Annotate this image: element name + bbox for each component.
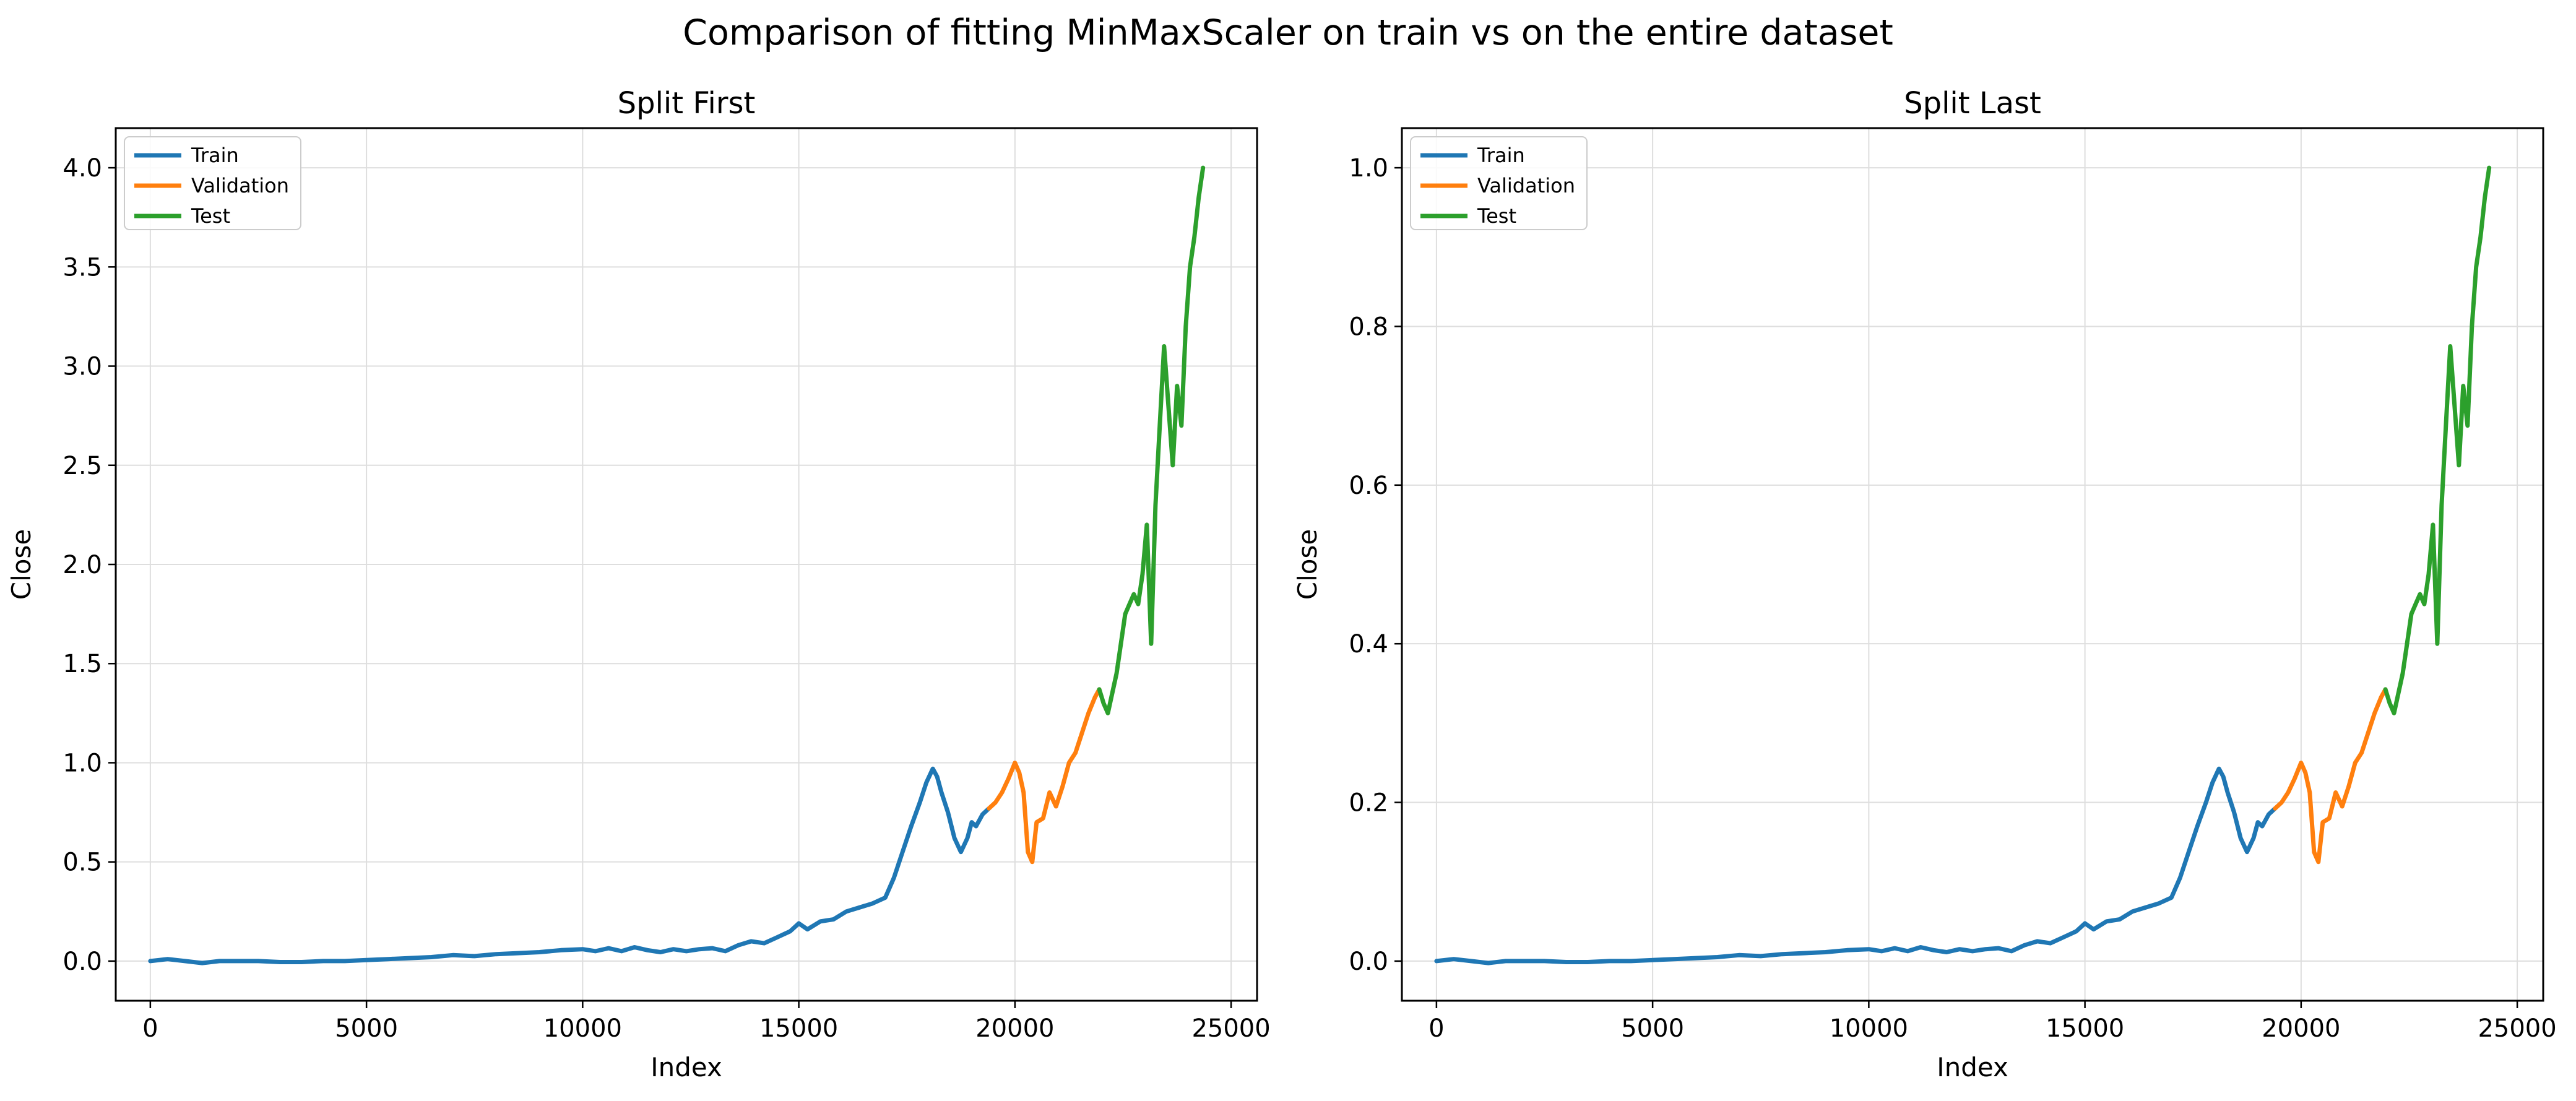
y-tick-label: 2.0 bbox=[63, 551, 102, 579]
y-axis-label: Close bbox=[6, 529, 37, 600]
series-line-validation bbox=[987, 687, 1102, 865]
x-tick-label: 25000 bbox=[2478, 1014, 2556, 1043]
y-tick-label: 2.5 bbox=[63, 452, 102, 480]
x-tick-label: 10000 bbox=[543, 1014, 622, 1043]
x-tick-label: 25000 bbox=[1191, 1014, 1270, 1043]
x-tick-label: 5000 bbox=[335, 1014, 398, 1043]
x-tick-label: 10000 bbox=[1830, 1014, 1908, 1043]
y-tick-label: 3.0 bbox=[63, 353, 102, 381]
x-tick-label: 20000 bbox=[975, 1014, 1054, 1043]
series-line-train bbox=[148, 766, 992, 965]
x-tick-label: 5000 bbox=[1621, 1014, 1684, 1043]
y-tick-label: 1.0 bbox=[63, 749, 102, 777]
x-axis-label: Index bbox=[1937, 1052, 2008, 1082]
legend-label-validation: Validation bbox=[191, 174, 289, 197]
y-tick-label: 0.0 bbox=[1349, 948, 1388, 976]
figure-suptitle: Comparison of fitting MinMaxScaler on tr… bbox=[683, 12, 1893, 53]
x-tick-label: 0 bbox=[142, 1014, 158, 1043]
series-line-test bbox=[1097, 165, 1206, 715]
y-tick-label: 3.5 bbox=[63, 253, 102, 282]
y-tick-label: 0.0 bbox=[63, 948, 102, 976]
subplot-split-first: 0 5000 10000 15000 20000 25000 0.0 0.5 1.0 1.5 2.0… bbox=[6, 86, 1271, 1082]
y-tick-label: 4.0 bbox=[63, 154, 102, 183]
legend-label-test: Test bbox=[1477, 204, 1516, 228]
legend-label-test: Test bbox=[191, 204, 230, 228]
x-tick-label: 15000 bbox=[2046, 1014, 2124, 1043]
legend-box bbox=[124, 136, 301, 230]
y-axis-label: Close bbox=[1292, 529, 1323, 600]
axes-frame bbox=[1401, 127, 2544, 1002]
subplot-title: Split First bbox=[618, 86, 756, 121]
x-tick-label: 20000 bbox=[2262, 1014, 2340, 1043]
y-tick-label: 0.5 bbox=[63, 848, 102, 877]
series-line-test bbox=[2383, 165, 2492, 715]
y-tick-label: 0.6 bbox=[1349, 472, 1388, 500]
legend-label-train: Train bbox=[191, 144, 239, 167]
legend-label-validation: Validation bbox=[1477, 174, 1575, 197]
x-tick-label: 15000 bbox=[759, 1014, 838, 1043]
series-line-validation bbox=[2273, 687, 2388, 865]
y-tick-label: 0.8 bbox=[1349, 313, 1388, 341]
x-axis-label: Index bbox=[650, 1052, 722, 1082]
y-tick-label: 0.4 bbox=[1349, 630, 1388, 658]
legend-label-train: Train bbox=[1477, 144, 1525, 167]
subplot-split-last: 0 5000 10000 15000 20000 25000 0.0 0.2 0.4 0.6 0.8… bbox=[1292, 86, 2557, 1082]
subplot-title: Split Last bbox=[1904, 86, 2041, 121]
legend-box bbox=[1410, 136, 1588, 230]
x-tick-label: 0 bbox=[1428, 1014, 1444, 1043]
series-line-train bbox=[1434, 766, 2278, 965]
y-tick-label: 0.2 bbox=[1349, 789, 1388, 818]
y-tick-label: 1.0 bbox=[1349, 154, 1388, 183]
y-tick-label: 1.5 bbox=[63, 650, 102, 678]
